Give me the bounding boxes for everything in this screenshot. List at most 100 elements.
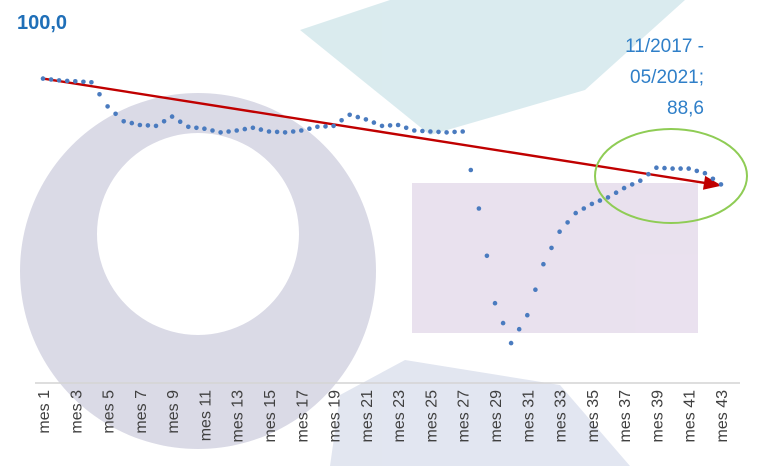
series-point xyxy=(129,120,135,126)
series-point xyxy=(718,182,724,187)
series-point xyxy=(589,201,595,207)
x-axis-tick-labels: mes 1 mes 3 mes 5 mes 7 mes 9 mes 11 mes 13 mes… xyxy=(36,390,731,443)
x-tick-label: mes 17 xyxy=(294,390,311,443)
series-point xyxy=(686,166,691,171)
series-point xyxy=(702,170,708,176)
series-point xyxy=(387,123,393,128)
series-point xyxy=(202,126,207,131)
end-value-annotation: 11/2017 - 05/2021; 88,6 xyxy=(625,36,704,119)
series-point xyxy=(153,123,159,129)
series-point xyxy=(670,166,675,171)
series-point xyxy=(89,80,94,85)
series-point xyxy=(186,124,191,130)
series-point xyxy=(412,128,417,133)
series-point xyxy=(484,253,490,259)
series-point xyxy=(210,128,215,133)
series-point xyxy=(500,320,506,326)
series-point xyxy=(436,129,441,135)
x-tick-label: mes 7 xyxy=(133,390,150,434)
series-point xyxy=(56,78,62,83)
series-point xyxy=(226,129,231,134)
series-point xyxy=(581,206,587,211)
series-point xyxy=(646,171,651,177)
series-point xyxy=(541,261,546,267)
series-point xyxy=(40,76,46,81)
x-tick-label: mes 41 xyxy=(682,390,699,443)
series-point xyxy=(363,117,369,122)
series-point xyxy=(64,78,70,84)
series-point xyxy=(420,128,425,134)
highlight-ellipse xyxy=(594,128,748,224)
series-point xyxy=(234,128,239,133)
series-point xyxy=(403,125,409,131)
series-point xyxy=(444,130,449,135)
series-point xyxy=(428,129,433,134)
series-point xyxy=(678,166,683,171)
series-point xyxy=(97,92,102,97)
series-point xyxy=(347,112,353,118)
series-point xyxy=(371,120,377,125)
series-point xyxy=(81,79,86,85)
series-point xyxy=(565,220,570,225)
series-point xyxy=(258,127,264,132)
x-tick-label: mes 3 xyxy=(68,390,85,434)
series-points xyxy=(40,76,724,346)
annotation-line: 05/2021; xyxy=(630,67,704,88)
series-point xyxy=(73,79,78,84)
series-point xyxy=(169,114,175,119)
series-point xyxy=(452,129,457,135)
series-point xyxy=(492,300,498,306)
x-tick-label: mes 37 xyxy=(617,390,634,443)
x-tick-label: mes 27 xyxy=(456,390,473,443)
series-point xyxy=(339,118,344,123)
watermark-slate-shape xyxy=(330,360,630,466)
series-point xyxy=(525,312,530,318)
series-point xyxy=(194,125,199,131)
series-point xyxy=(282,130,288,135)
x-tick-label: mes 35 xyxy=(585,390,602,443)
x-tick-label: mes 25 xyxy=(423,390,440,443)
series-point xyxy=(161,119,167,124)
x-tick-label: mes 39 xyxy=(649,390,666,443)
series-point xyxy=(48,77,54,82)
series-point xyxy=(290,129,296,134)
series-point xyxy=(218,130,223,135)
x-tick-label: mes 9 xyxy=(165,390,182,434)
series-point xyxy=(395,122,401,128)
series-point xyxy=(638,178,643,183)
series-point xyxy=(694,168,700,174)
x-tick-label: mes 5 xyxy=(101,390,118,434)
x-tick-label: mes 11 xyxy=(197,390,214,441)
x-tick-label: mes 1 xyxy=(36,390,53,434)
series-point xyxy=(299,128,304,133)
series-point xyxy=(460,129,466,134)
series-point xyxy=(597,198,603,203)
watermark xyxy=(20,0,698,466)
series-point xyxy=(145,123,151,128)
series-point xyxy=(242,126,248,132)
series-point xyxy=(315,124,320,130)
watermark-ring xyxy=(20,93,377,449)
series-point xyxy=(307,126,312,131)
series-point xyxy=(605,195,611,200)
series-point xyxy=(113,111,118,117)
start-value-label: 100,0 xyxy=(17,12,67,34)
series-point xyxy=(533,287,538,293)
watermark-lilac-rect xyxy=(412,183,698,333)
series-point xyxy=(573,210,578,216)
annotation-line: 11/2017 - xyxy=(625,36,704,57)
x-tick-label: mes 19 xyxy=(327,390,344,443)
series-point xyxy=(121,119,126,124)
series-point xyxy=(516,326,522,332)
series-point xyxy=(654,165,659,170)
series-point xyxy=(557,229,562,234)
series-point xyxy=(508,340,514,346)
x-tick-label: mes 29 xyxy=(488,390,505,443)
series-point xyxy=(710,176,716,182)
trend-arrowhead xyxy=(702,175,722,190)
series-point xyxy=(323,124,328,129)
series-point xyxy=(476,206,482,211)
x-tick-label: mes 31 xyxy=(520,390,537,443)
